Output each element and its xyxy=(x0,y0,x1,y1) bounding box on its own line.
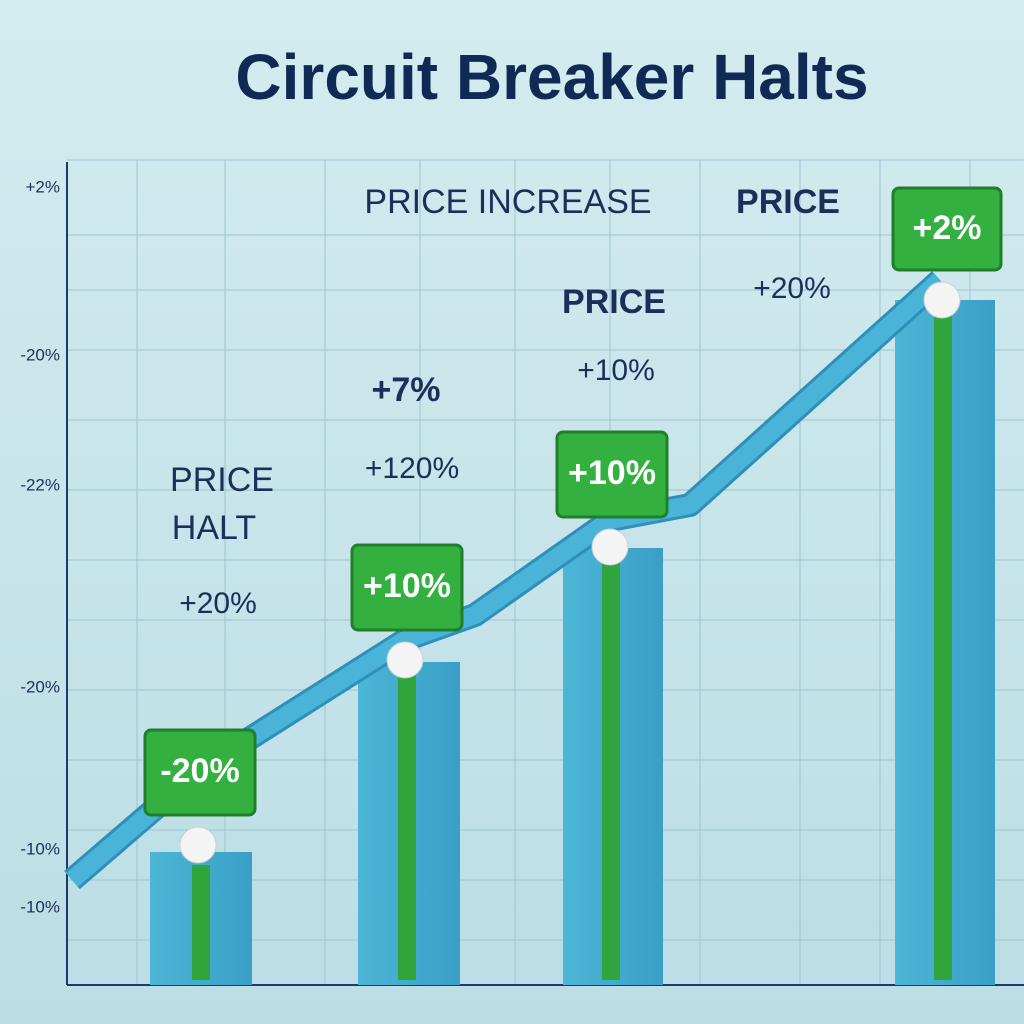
marker xyxy=(591,528,629,566)
badge-label: +10% xyxy=(568,454,656,492)
axis-label: -10% xyxy=(20,839,60,858)
annotation: HALT xyxy=(172,509,256,547)
badge xyxy=(350,543,464,632)
badge xyxy=(891,186,1003,272)
annotation: PRICE xyxy=(562,283,666,321)
annotation-value: +20% xyxy=(753,272,831,305)
inner-bar xyxy=(602,562,620,980)
inner-bar xyxy=(398,675,416,980)
annotation: PRICE INCREASE xyxy=(364,183,651,221)
annotation: PRICE xyxy=(736,183,840,221)
inner-bar xyxy=(934,312,952,980)
badge-label: +2% xyxy=(913,209,982,247)
inner-bar xyxy=(192,865,210,980)
marker xyxy=(923,281,961,319)
annotation: PRICE xyxy=(170,461,274,499)
annotation-value: +120% xyxy=(365,452,459,485)
badge xyxy=(143,728,257,817)
badge xyxy=(555,430,669,519)
annotation-value: +20% xyxy=(179,587,257,620)
axis-label: -22% xyxy=(20,475,60,494)
annotation: +7% xyxy=(372,371,441,409)
badge-label: +10% xyxy=(363,567,451,605)
axis-label: -20% xyxy=(20,345,60,364)
title: Circuit Breaker Halts xyxy=(235,41,868,113)
axis-label: -20% xyxy=(20,677,60,696)
axis-label: -10% xyxy=(20,897,60,916)
marker xyxy=(179,826,217,864)
badge-label: -20% xyxy=(160,752,239,790)
axis-label: +2% xyxy=(26,177,61,196)
marker xyxy=(386,641,424,679)
annotation-value: +10% xyxy=(577,354,655,387)
